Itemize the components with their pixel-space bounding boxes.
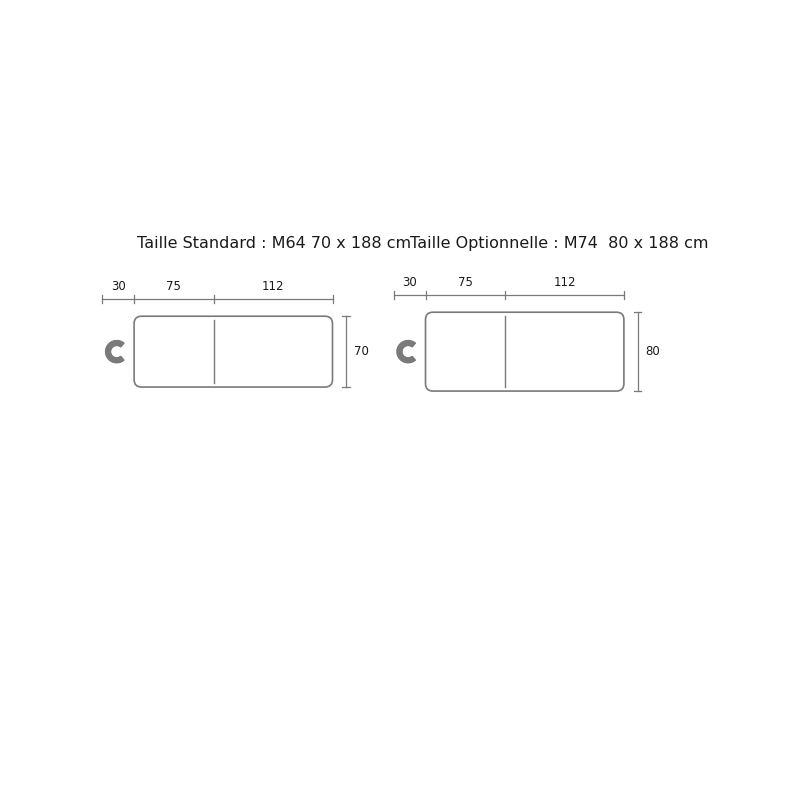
Text: Taille Standard : M64 70 x 188 cm: Taille Standard : M64 70 x 188 cm: [138, 236, 411, 251]
Polygon shape: [397, 341, 415, 362]
Text: 75: 75: [166, 280, 182, 293]
FancyBboxPatch shape: [134, 316, 333, 387]
Text: 80: 80: [646, 345, 660, 358]
Text: 30: 30: [402, 276, 417, 289]
Text: 112: 112: [262, 280, 284, 293]
Text: 75: 75: [458, 276, 473, 289]
Text: 112: 112: [554, 276, 576, 289]
FancyBboxPatch shape: [426, 312, 624, 391]
Text: Taille Optionnelle : M74  80 x 188 cm: Taille Optionnelle : M74 80 x 188 cm: [410, 236, 709, 251]
Polygon shape: [106, 341, 124, 362]
Text: 30: 30: [111, 280, 126, 293]
Text: 70: 70: [354, 345, 369, 358]
